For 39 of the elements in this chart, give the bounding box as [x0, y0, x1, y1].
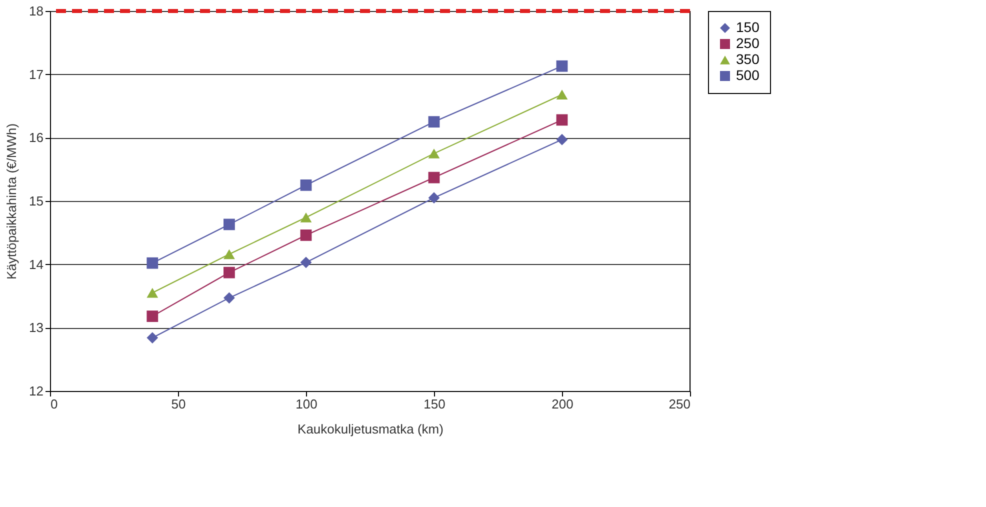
point: [556, 60, 568, 72]
y-tick-label: 17: [29, 66, 44, 82]
point: [428, 172, 440, 184]
point: [300, 212, 312, 222]
y-tick-label: 14: [29, 256, 44, 272]
point: [224, 218, 235, 230]
x-tick-label: 150: [424, 396, 446, 412]
x-tick-label: 200: [552, 396, 574, 412]
x-tick-label: 50: [171, 396, 186, 412]
point: [146, 288, 158, 298]
point: [556, 134, 568, 146]
legend-label: 500: [736, 67, 760, 83]
point: [556, 114, 568, 126]
y-tick-label: 15: [29, 194, 44, 208]
y-tick-label: 16: [29, 130, 44, 146]
point: [300, 179, 312, 191]
x-tick-label: 100: [296, 396, 318, 412]
y-tick-label: 13: [29, 320, 44, 336]
legend-label: 150: [736, 19, 760, 35]
x-tick-label: 250: [668, 396, 690, 412]
y-tick-label: 18: [29, 4, 44, 18]
legend-label: 250: [736, 35, 760, 51]
point: [224, 249, 235, 260]
point: [146, 332, 158, 344]
point: [300, 256, 312, 268]
point: [146, 310, 158, 322]
legend-label: 350: [736, 51, 760, 67]
x-tick-label: 0: [50, 396, 58, 412]
y-tick-label: 12: [29, 384, 44, 398]
point: [224, 266, 235, 278]
point: [428, 116, 440, 128]
y-axis-title: Käyttöpaikkahinta (€/MWh): [4, 123, 20, 280]
point: [428, 192, 440, 204]
point: [300, 230, 312, 241]
point: [428, 148, 440, 158]
point: [224, 292, 235, 304]
point: [146, 257, 158, 269]
point: [556, 90, 568, 100]
x-axis-title: Kaukokuljetusmatka (km): [298, 422, 444, 436]
